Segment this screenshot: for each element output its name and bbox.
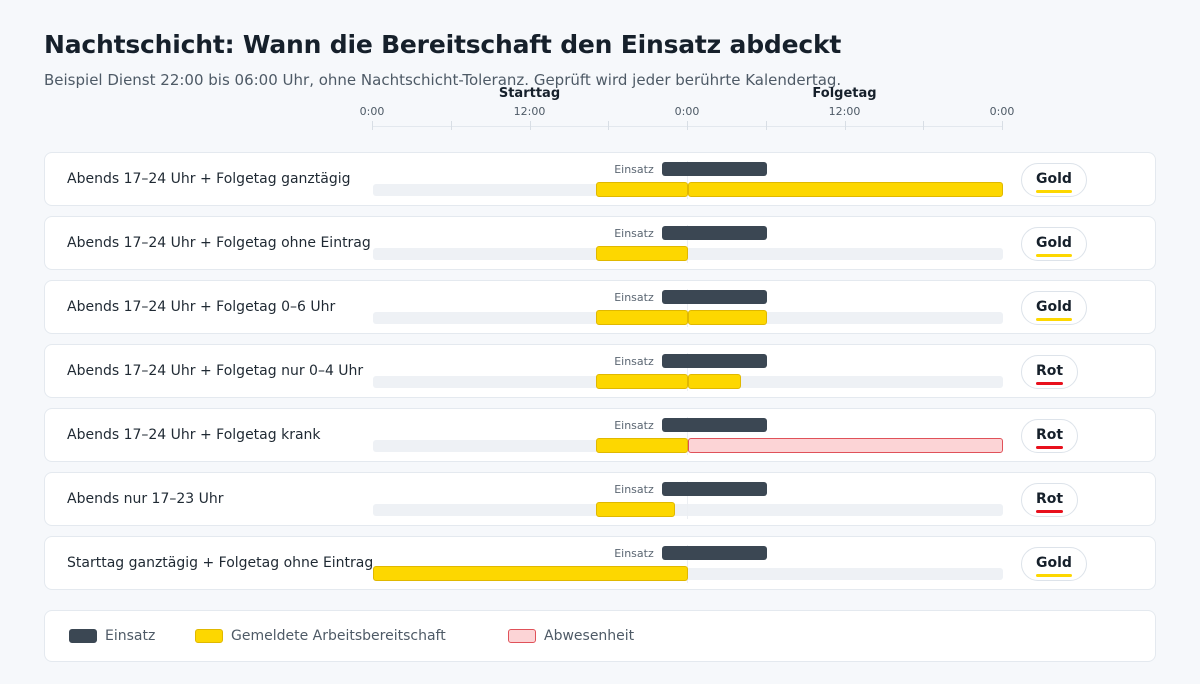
bereitschaft-segment	[688, 374, 741, 389]
einsatz-bar	[661, 482, 767, 496]
scenario-row: Abends 17–24 Uhr + Folgetag ohne Eintrag…	[44, 216, 1156, 270]
bereitschaft-segment	[596, 310, 688, 325]
legend-item: Einsatz	[69, 628, 155, 644]
bereitschaft-segment	[596, 246, 688, 261]
scenario-label: Starttag ganztägig + Folgetag ohne Eintr…	[67, 555, 374, 571]
day-label-1: Folgetag	[812, 86, 877, 101]
midnight-line	[687, 225, 688, 263]
bereitschaft-segment	[596, 502, 675, 517]
midnight-line	[687, 481, 688, 519]
legend-swatch	[508, 629, 536, 643]
page-subtitle: Beispiel Dienst 22:00 bis 06:00 Uhr, ohn…	[44, 71, 842, 89]
einsatz-label: Einsatz	[614, 291, 654, 304]
einsatz-bar	[661, 162, 767, 176]
einsatz-label: Einsatz	[614, 227, 654, 240]
axis-tick	[1002, 121, 1003, 130]
midnight-line	[687, 417, 688, 455]
timeline-axis: Starttag Folgetag 0:00 12:00 0:00 12:00 0:00	[0, 0, 1200, 130]
status-badge: Gold	[1021, 547, 1087, 581]
status-badge-text: Rot	[1036, 427, 1064, 449]
status-badge-text: Gold	[1036, 171, 1072, 193]
scenario-label: Abends 17–24 Uhr + Folgetag ganztägig	[67, 171, 351, 187]
abwesenheit-segment	[688, 438, 1003, 453]
legend-item: Abwesenheit	[508, 628, 634, 644]
legend-label: Gemeldete Arbeitsbereitschaft	[231, 628, 446, 644]
scenario-label: Abends 17–24 Uhr + Folgetag 0–6 Uhr	[67, 299, 336, 315]
einsatz-label: Einsatz	[614, 483, 654, 496]
tick-label-2: 0:00	[674, 105, 700, 118]
einsatz-label: Einsatz	[614, 419, 654, 432]
axis-tick	[608, 121, 610, 130]
scenario-row: Starttag ganztägig + Folgetag ohne Eintr…	[44, 536, 1156, 590]
axis-tick	[687, 121, 688, 130]
scenario-label: Abends 17–24 Uhr + Folgetag nur 0–4 Uhr	[67, 363, 364, 379]
status-badge: Gold	[1021, 163, 1087, 197]
scenario-label: Abends nur 17–23 Uhr	[67, 491, 224, 507]
einsatz-bar	[661, 290, 767, 304]
einsatz-bar	[661, 418, 767, 432]
scenario-row: Abends 17–24 Uhr + Folgetag krank Einsatz…	[44, 408, 1156, 462]
scenario-row: Abends 17–24 Uhr + Folgetag nur 0–4 Uhr E…	[44, 344, 1156, 398]
axis-tick	[844, 121, 846, 130]
legend-swatch	[69, 629, 97, 643]
legend: Einsatz Gemeldete Arbeitsbereitschaft Abwe…	[44, 610, 1156, 662]
axis-tick	[372, 121, 373, 130]
scenario-row: Abends 17–24 Uhr + Folgetag 0–6 Uhr Einsa…	[44, 280, 1156, 334]
status-badge-text: Rot	[1036, 363, 1064, 385]
bereitschaft-segment	[373, 566, 688, 581]
bereitschaft-segment	[596, 374, 688, 389]
tick-label-0: 0:00	[359, 105, 385, 118]
legend-label: Abwesenheit	[544, 628, 635, 644]
legend-swatch	[195, 629, 223, 643]
midnight-line	[687, 353, 688, 391]
einsatz-label: Einsatz	[614, 355, 654, 368]
page-title: Nachtschicht: Wann die Bereitschaft den …	[44, 30, 842, 59]
einsatz-label: Einsatz	[614, 163, 654, 176]
status-badge-text: Gold	[1036, 235, 1072, 257]
axis-tick	[450, 121, 452, 130]
midnight-line	[687, 161, 688, 199]
einsatz-bar	[661, 354, 767, 368]
midnight-line	[687, 289, 688, 327]
status-badge: Gold	[1021, 291, 1087, 325]
day-label-0: Starttag	[498, 86, 561, 101]
tick-label-3: 12:00	[828, 105, 861, 118]
bereitschaft-segment	[596, 438, 688, 453]
legend-label: Einsatz	[105, 628, 156, 644]
status-badge-text: Rot	[1036, 491, 1064, 513]
status-badge: Rot	[1021, 483, 1079, 517]
einsatz-label: Einsatz	[614, 547, 654, 560]
axis-tick	[923, 121, 925, 130]
scenario-label: Abends 17–24 Uhr + Folgetag ohne Eintrag	[67, 235, 371, 251]
timeline-track	[373, 504, 1003, 516]
tick-label-4: 0:00	[989, 105, 1015, 118]
bereitschaft-segment	[688, 182, 1003, 197]
axis-tick	[765, 121, 767, 130]
status-badge: Rot	[1021, 355, 1079, 389]
tick-label-1: 12:00	[513, 105, 546, 118]
timeline-track	[373, 248, 1003, 260]
scenario-label: Abends 17–24 Uhr + Folgetag krank	[67, 427, 321, 443]
axis-tick	[529, 121, 531, 130]
status-badge: Rot	[1021, 419, 1079, 453]
bereitschaft-segment	[596, 182, 688, 197]
status-badge-text: Gold	[1036, 555, 1072, 577]
status-badge-text: Gold	[1036, 299, 1072, 321]
scenario-row: Abends 17–24 Uhr + Folgetag ganztägig Ein…	[44, 152, 1156, 206]
einsatz-bar	[661, 226, 767, 240]
legend-item: Gemeldete Arbeitsbereitschaft	[195, 628, 446, 644]
einsatz-bar	[661, 546, 767, 560]
bereitschaft-segment	[688, 310, 767, 325]
midnight-line	[687, 545, 688, 583]
status-badge: Gold	[1021, 227, 1087, 261]
scenario-row: Abends nur 17–23 Uhr Einsatz Rot	[44, 472, 1156, 526]
